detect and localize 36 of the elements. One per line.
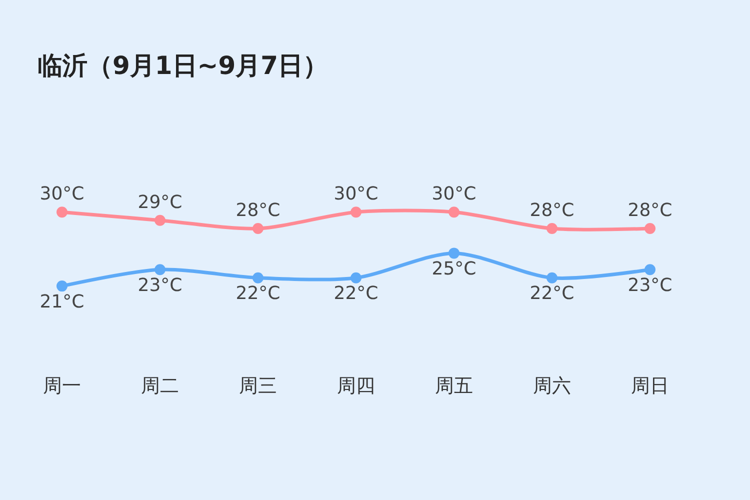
data-label: 21°C [40,291,84,312]
point [252,223,264,234]
point [154,214,166,226]
data-label: 30°C [334,184,378,205]
point [644,223,656,234]
data-label: 30°C [432,184,476,205]
data-label: 22°C [530,283,574,304]
data-label: 22°C [236,283,280,304]
x-tick-label: 周三 [239,375,277,397]
data-label: 23°C [628,274,672,296]
x-tick-label: 周二 [141,375,179,397]
point [56,280,68,292]
data-label: 28°C [628,200,672,222]
point [252,272,264,284]
x-tick-label: 周日 [631,375,669,397]
x-tick-label: 周五 [435,375,473,397]
point [350,206,362,218]
data-label: 29°C [138,192,182,213]
data-label: 30°C [40,184,84,205]
data-label: 25°C [432,258,476,280]
x-tick-label: 周四 [337,375,375,397]
point [154,264,166,276]
point [546,272,558,284]
point [546,223,558,234]
data-label: 23°C [138,274,182,296]
point [448,206,460,218]
point [644,264,656,276]
data-label: 22°C [334,283,378,304]
x-tick-label: 周一 [43,375,81,397]
point [350,272,362,284]
point [56,206,68,218]
chart-title: 临沂（9月1日~9月7日） [38,50,328,80]
data-label: 28°C [530,200,574,222]
data-label: 28°C [236,200,280,222]
point [448,248,460,259]
x-tick-label: 周六 [533,375,571,397]
